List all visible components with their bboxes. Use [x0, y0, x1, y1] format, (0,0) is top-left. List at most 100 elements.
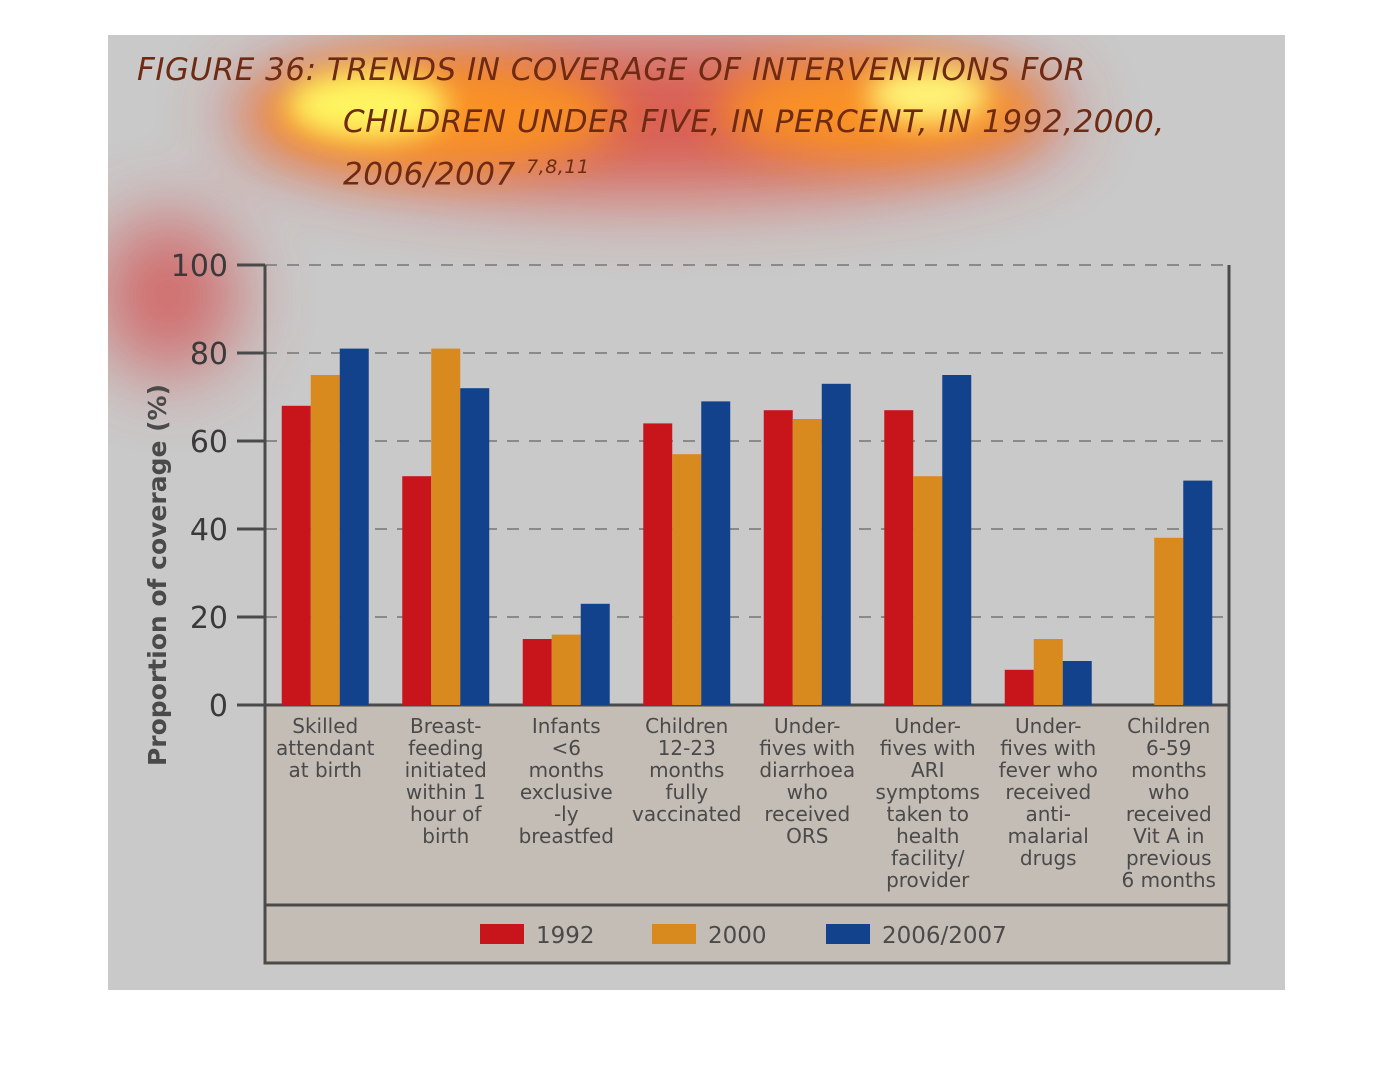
category-label-8-line-4: who — [1148, 780, 1189, 804]
bar-2006-2007-cat-5 — [821, 383, 851, 705]
category-label-7-line-7: drugs — [1020, 846, 1077, 870]
bar-2000-cat-1 — [310, 375, 340, 705]
category-label-2-line-5: hour of — [410, 802, 482, 826]
category-label-5-line-3: diarrhoea — [759, 758, 855, 782]
bar-1992-cat-4 — [643, 423, 673, 705]
legend-swatch-1992 — [480, 924, 524, 944]
category-label-7-line-1: Under- — [1015, 714, 1081, 738]
category-label-6-line-1: Under- — [895, 714, 961, 738]
figure-title-line-2: CHILDREN UNDER FIVE, IN PERCENT, IN 1992… — [343, 104, 1165, 140]
category-label-7-line-4: received — [1005, 780, 1091, 804]
category-label-2-line-6: birth — [422, 824, 469, 848]
category-label-3-line-2: <6 — [552, 736, 581, 760]
figure-title-line-1: FIGURE 36: TRENDS IN COVERAGE OF INTERVE… — [137, 52, 1086, 88]
figure-title-line-3-text: 2006/2007 — [343, 156, 516, 193]
category-label-5: Under-fives with diarrhoea who received ORS — [759, 714, 855, 848]
category-label-4-line-5: vaccinated — [632, 802, 741, 826]
legend-label-2000: 2000 — [708, 923, 767, 949]
bar-2000-cat-5 — [792, 419, 822, 705]
y-tick-label-20: 20 — [190, 601, 228, 636]
category-label-4: Children 12-23 months fully vaccinated — [632, 714, 741, 826]
bar-2000-cat-4 — [672, 454, 702, 705]
category-label-1-line-2: attendant — [276, 736, 375, 760]
category-label-5-line-4: who — [787, 780, 828, 804]
bar-2000-cat-6 — [913, 476, 943, 705]
category-label-6-line-6: health — [896, 824, 959, 848]
category-label-4-line-1: Children — [645, 714, 728, 738]
category-label-8: Children 6-59 months who received Vit A in pre… — [1122, 714, 1216, 892]
category-label-band — [265, 705, 1229, 905]
y-tick-label-80: 80 — [190, 337, 228, 372]
category-label-1-line-1: Skilled — [292, 714, 358, 738]
category-label-1-line-3: at birth — [289, 758, 362, 782]
category-label-3-line-3: months — [529, 758, 604, 782]
category-label-8-line-5: received — [1126, 802, 1212, 826]
category-label-2-line-1: Breast- — [410, 714, 482, 738]
figure-title-line-3: 2006/2007 7,8,11 — [343, 156, 590, 192]
bar-2006-2007-cat-7 — [1062, 661, 1092, 705]
bar-2006-2007-cat-4 — [701, 401, 731, 705]
y-tick-label-60: 60 — [190, 425, 228, 460]
y-axis-label: Proportion of coverage (%) — [143, 384, 172, 766]
category-label-6-line-7: facility/ — [891, 846, 965, 870]
category-label-7-line-3: fever who — [999, 758, 1098, 782]
category-label-1: Skilled attendant at birth — [276, 714, 375, 782]
bar-1992-cat-1 — [281, 405, 311, 705]
category-label-6-line-3: ARI — [911, 758, 944, 782]
category-label-7-line-2: fives with — [1000, 736, 1096, 760]
legend-swatch-2000 — [652, 924, 696, 944]
category-label-4-line-3: months — [649, 758, 724, 782]
category-label-3-line-5: -ly — [554, 802, 579, 826]
category-label-5-line-6: ORS — [786, 824, 828, 848]
category-label-6-line-4: symptoms — [876, 780, 980, 804]
category-label-3-line-4: exclusive — [520, 780, 613, 804]
category-label-4-line-4: fully — [665, 780, 708, 804]
category-label-8-line-6: Vit A in — [1133, 824, 1204, 848]
legend-label-1992: 1992 — [536, 923, 595, 949]
category-label-2-line-3: initiated — [405, 758, 487, 782]
y-tick-label-40: 40 — [190, 513, 228, 548]
category-label-2: Breast-feeding initiated within 1 hour of bi… — [405, 714, 487, 848]
category-label-6-line-8: provider — [886, 868, 970, 892]
category-label-6-line-2: fives with — [880, 736, 976, 760]
category-label-8-line-7: previous — [1126, 846, 1212, 870]
legend-swatch-2006-2007 — [826, 924, 870, 944]
bar-2006-2007-cat-8 — [1183, 480, 1213, 705]
legend-band — [265, 905, 1229, 963]
y-tick-label-0: 0 — [209, 689, 228, 724]
bar-2000-cat-8 — [1154, 537, 1184, 705]
bar-2006-2007-cat-2 — [460, 388, 490, 705]
category-label-7: Under-fives with fever who received anti-ma… — [999, 714, 1098, 870]
figure-title-superscript: 7,8,11 — [526, 156, 590, 178]
category-label-8-line-3: months — [1131, 758, 1206, 782]
bar-2006-2007-cat-1 — [339, 348, 369, 705]
bar-1992-cat-7 — [1004, 669, 1034, 705]
category-label-7-line-6: malarial — [1008, 824, 1089, 848]
category-label-6: Under-fives with ARI symptoms taken to healt… — [876, 714, 980, 892]
category-label-3: Infants <6 months exclusive -ly breastfed — [519, 714, 614, 848]
bar-2000-cat-2 — [431, 348, 461, 705]
category-label-8-line-8: 6 months — [1122, 868, 1216, 892]
bar-2006-2007-cat-3 — [580, 603, 610, 705]
category-label-6-line-5: taken to — [887, 802, 969, 826]
bar-2006-2007-cat-6 — [942, 375, 972, 705]
bar-2000-cat-7 — [1033, 639, 1063, 705]
category-label-5-line-5: received — [764, 802, 850, 826]
category-label-7-line-5: anti- — [1025, 802, 1071, 826]
category-label-8-line-2: 6-59 — [1146, 736, 1191, 760]
category-label-4-line-2: 12-23 — [658, 736, 716, 760]
category-label-2-line-4: within 1 — [406, 780, 486, 804]
bar-1992-cat-2 — [402, 476, 432, 705]
category-label-2-line-2: feeding — [408, 736, 483, 760]
legend-label-2006-2007: 2006/2007 — [882, 923, 1007, 949]
category-label-8-line-1: Children — [1127, 714, 1210, 738]
bar-1992-cat-6 — [884, 410, 914, 705]
bar-1992-cat-3 — [522, 639, 552, 705]
bar-2000-cat-3 — [551, 634, 581, 705]
bar-1992-cat-5 — [763, 410, 793, 705]
y-tick-label-100: 100 — [171, 249, 228, 284]
category-label-5-line-2: fives with — [759, 736, 855, 760]
category-label-5-line-1: Under- — [774, 714, 840, 738]
category-label-3-line-6: breastfed — [519, 824, 614, 848]
